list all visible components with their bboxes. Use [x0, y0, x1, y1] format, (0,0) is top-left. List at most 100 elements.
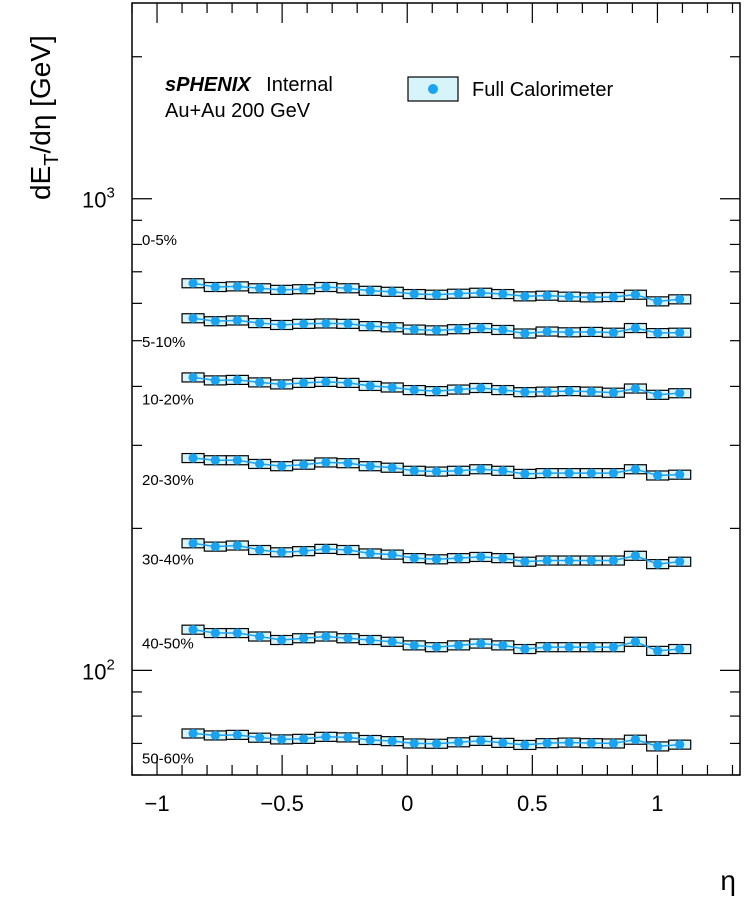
y-tick-label-base: 10 — [82, 659, 106, 684]
data-point — [321, 631, 331, 642]
data-point — [188, 538, 198, 548]
centrality-label: 40-50% — [142, 636, 194, 653]
data-point — [387, 287, 397, 297]
data-point — [586, 468, 596, 478]
data-point — [630, 551, 641, 561]
data-point — [299, 546, 309, 556]
data-point — [321, 377, 331, 387]
data-point — [255, 459, 265, 469]
data-marks — [181, 278, 692, 752]
data-point — [476, 638, 486, 649]
data-point — [232, 315, 242, 326]
data-point — [675, 294, 685, 304]
data-point — [343, 732, 353, 742]
x-axis-title: η — [720, 865, 736, 896]
data-point — [188, 453, 198, 463]
y-tick-label: 102 — [82, 656, 115, 684]
data-point — [564, 737, 574, 748]
legend: Full Calorimeter — [407, 76, 613, 102]
data-point — [431, 739, 442, 749]
data-point — [431, 554, 442, 564]
data-point — [210, 628, 220, 638]
data-point — [188, 313, 198, 323]
data-point — [255, 377, 265, 387]
data-point — [365, 461, 375, 471]
data-point — [409, 466, 419, 476]
centrality-label: 10-20% — [142, 391, 194, 408]
data-point — [542, 468, 552, 478]
data-point — [299, 734, 309, 744]
data-point — [387, 736, 397, 746]
data-point — [277, 379, 287, 389]
data-point — [365, 735, 375, 745]
data-point — [608, 468, 618, 478]
data-point — [255, 631, 265, 642]
y-tick-label-exponent: 3 — [106, 185, 114, 202]
data-point — [542, 386, 552, 397]
data-point — [653, 741, 663, 751]
data-point — [232, 540, 242, 551]
data-point — [387, 637, 397, 647]
centrality-label: 5-10% — [142, 334, 185, 351]
data-point — [343, 458, 353, 468]
data-point — [365, 635, 375, 645]
y-axis-title-rest: /dη [GeV] — [25, 35, 56, 153]
data-point — [675, 557, 685, 567]
data-point — [431, 325, 442, 335]
data-point — [520, 469, 530, 479]
data-point — [365, 548, 375, 559]
y-tick-label: 103 — [82, 185, 115, 213]
data-point — [675, 328, 685, 338]
series-50-60% — [181, 728, 692, 752]
data-point — [232, 628, 242, 638]
data-point — [188, 278, 198, 288]
data-point — [188, 372, 198, 382]
collision-system: Au+Au 200 GeV — [165, 100, 311, 122]
data-point — [520, 387, 530, 397]
data-point — [321, 732, 331, 742]
data-point — [498, 640, 508, 650]
data-point — [409, 640, 419, 650]
data-point — [277, 547, 287, 557]
centrality-label: 50-60% — [142, 750, 194, 767]
data-point — [299, 633, 309, 643]
y-axis-title-subscript: T — [41, 154, 63, 166]
experiment-status: Internal — [266, 74, 333, 96]
data-point — [542, 555, 552, 566]
data-point — [387, 463, 397, 473]
data-point — [453, 289, 464, 299]
data-point — [299, 284, 309, 294]
data-point — [630, 637, 641, 647]
data-point — [210, 455, 220, 465]
data-point — [387, 549, 397, 560]
axis-ticks — [131, 3, 740, 776]
data-point — [210, 375, 220, 385]
data-point — [608, 292, 618, 302]
centrality-label: 20-30% — [142, 472, 194, 489]
experiment-name: sPHENIX — [165, 74, 252, 96]
data-point — [409, 324, 419, 335]
data-point — [586, 738, 596, 748]
data-point — [343, 378, 353, 388]
data-point — [476, 552, 486, 562]
data-point — [299, 378, 309, 388]
data-point — [453, 737, 464, 747]
series-10-20% — [181, 372, 692, 400]
data-point — [476, 383, 486, 393]
y-axis-title: dET/dη [GeV] — [25, 35, 63, 200]
data-point — [476, 288, 486, 298]
data-point — [321, 318, 331, 329]
data-point — [343, 633, 353, 643]
data-point — [498, 466, 508, 476]
data-point — [277, 320, 287, 330]
series-20-30% — [181, 452, 692, 481]
data-point — [255, 545, 265, 555]
data-point — [586, 555, 596, 566]
data-point — [653, 646, 663, 656]
x-tick-label: 0.5 — [517, 791, 548, 816]
data-point — [210, 541, 220, 552]
data-point — [498, 738, 508, 748]
y-tick-label-exponent: 2 — [106, 656, 114, 673]
